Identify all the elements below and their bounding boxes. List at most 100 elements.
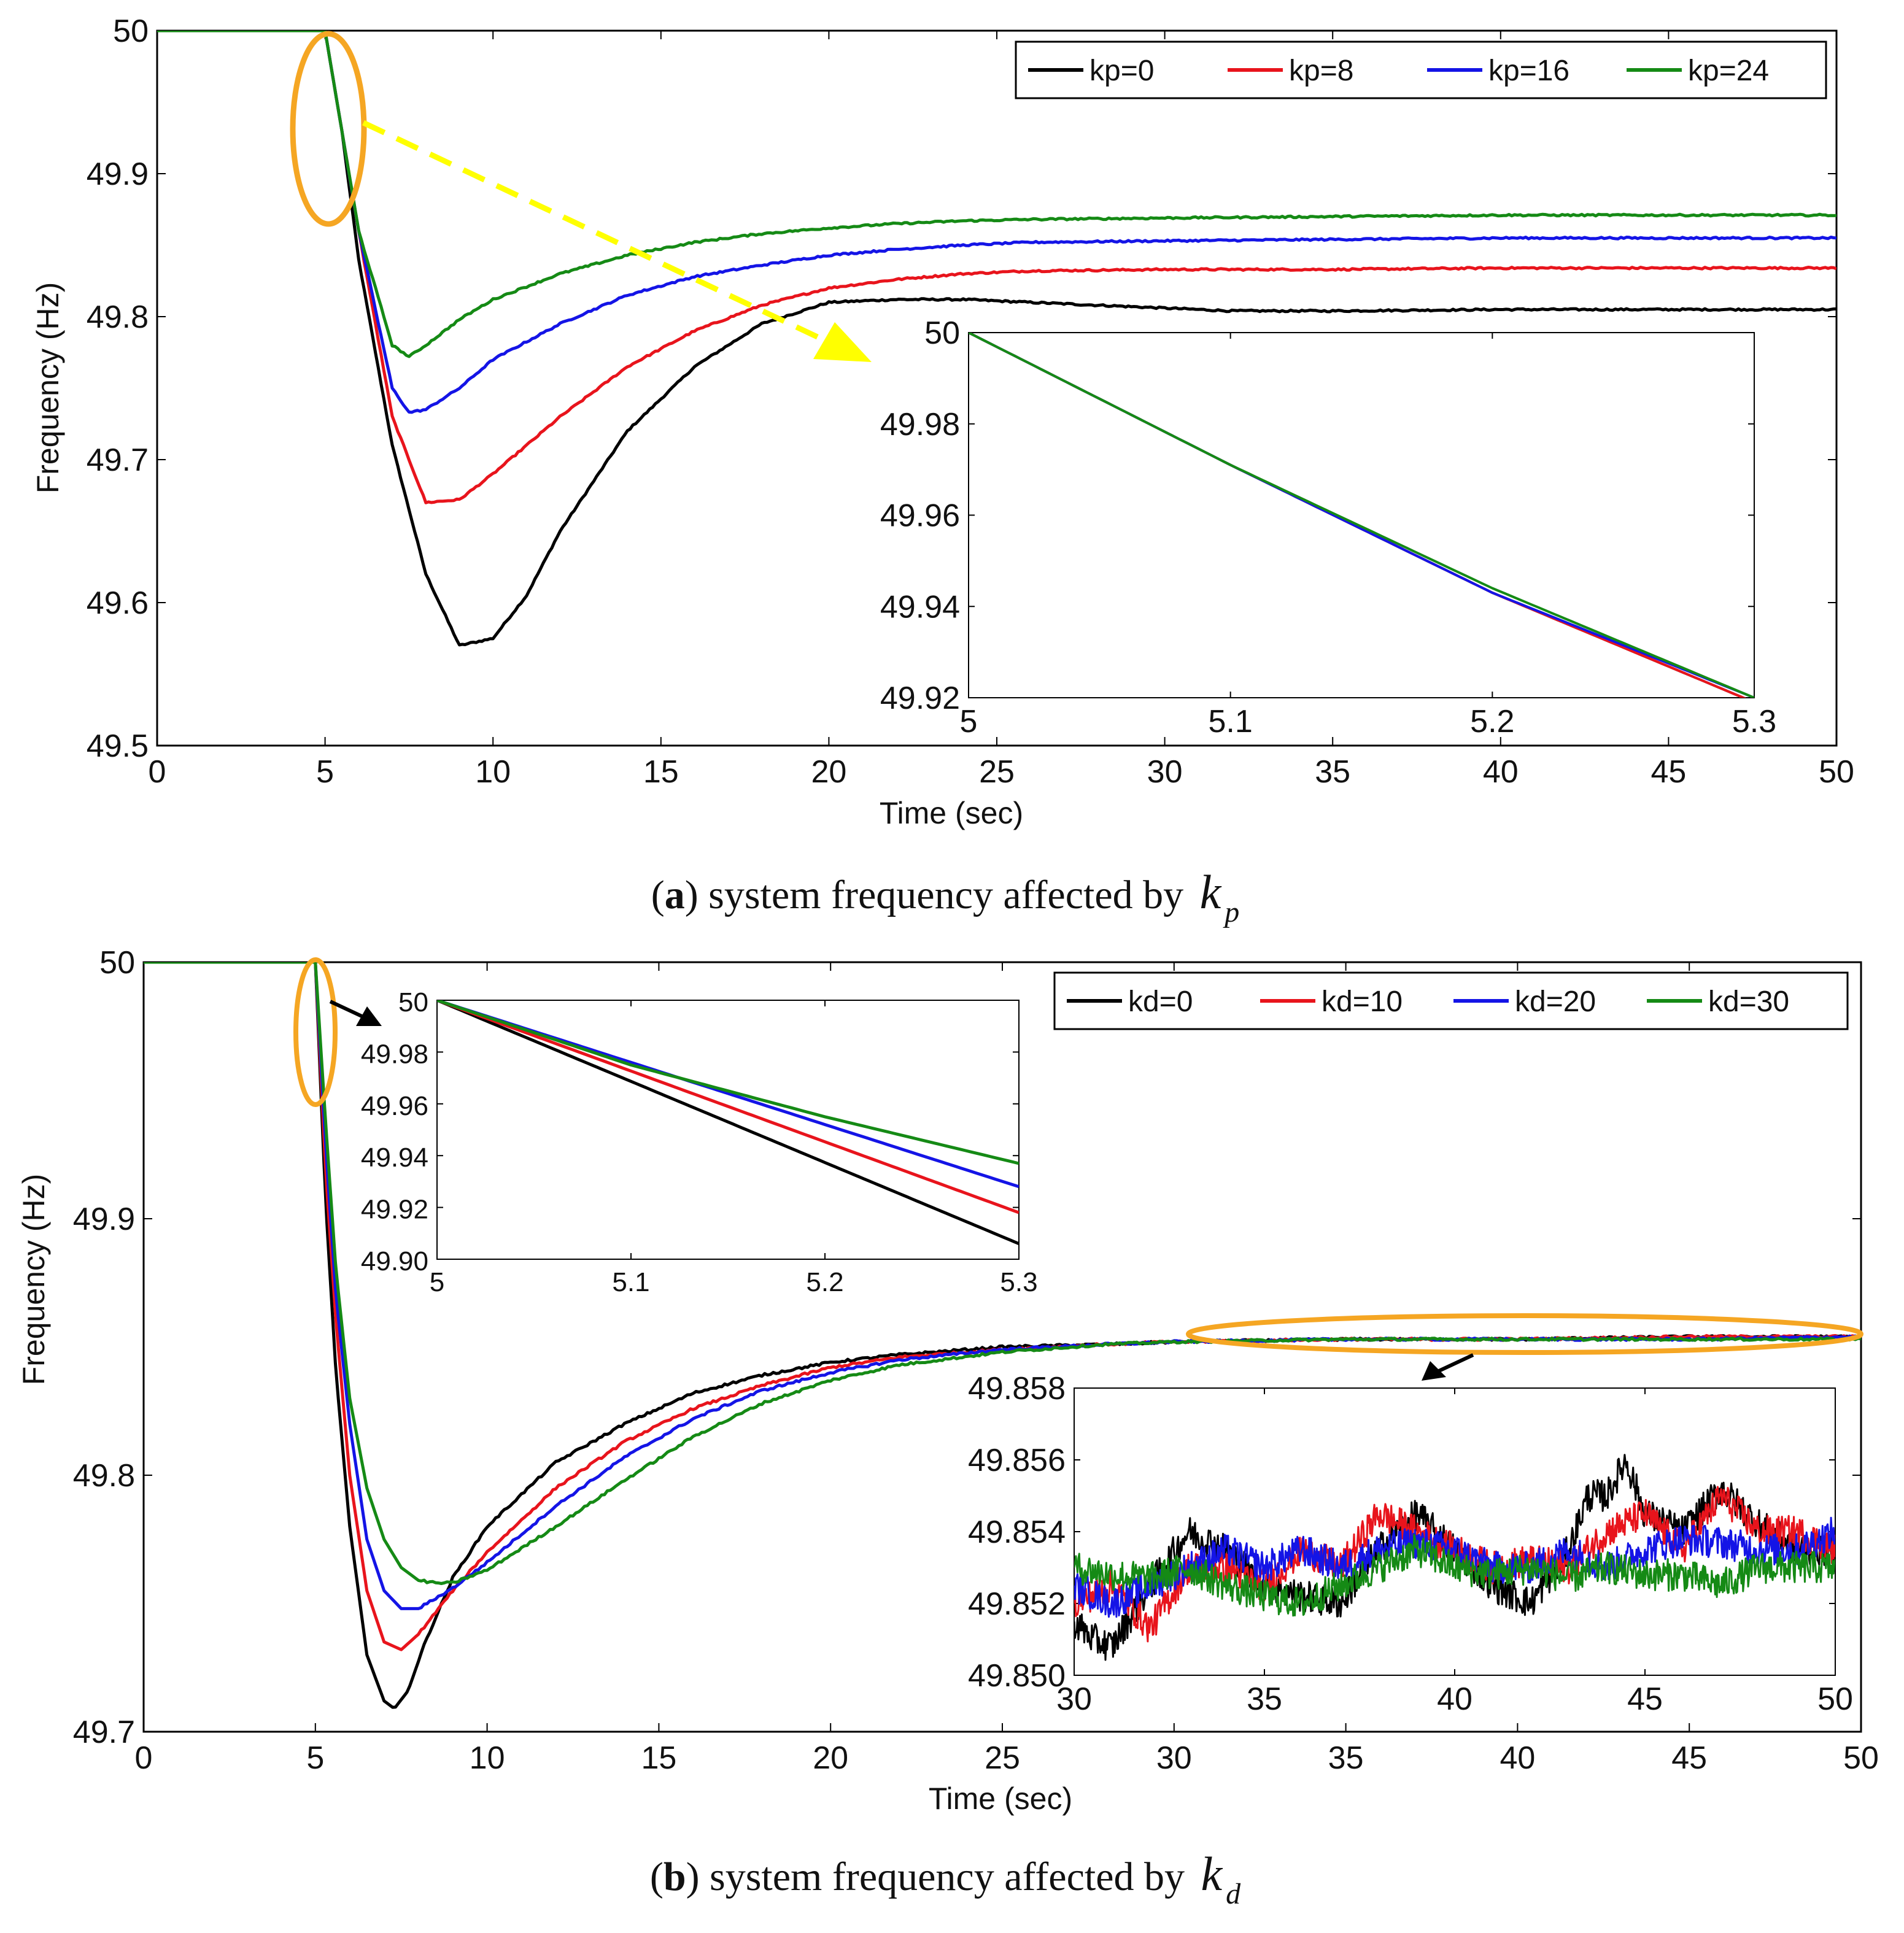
b-y-tick-label: 49.7	[73, 1715, 135, 1750]
b-inset1-series-kd=30	[437, 1000, 1019, 1165]
b-caption-letter: b	[664, 1854, 686, 1899]
b-caption-text: ) system frequency affected by	[686, 1854, 1195, 1899]
a-legend-label-kp=24: kp=24	[1688, 55, 1769, 87]
b-inset2-series-kd=30	[1074, 1534, 1835, 1617]
b-inset1-y-tick-label: 49.98	[361, 1039, 428, 1069]
a-inset-y-tick-label: 50	[924, 315, 960, 351]
b-inset2-y-tick-label: 49.850	[968, 1658, 1066, 1694]
b-inset2-x-tick-label: 40	[1437, 1681, 1473, 1717]
b-zoom-ellipse-start	[293, 957, 338, 1107]
b-x-tick-label: 15	[641, 1740, 676, 1776]
b-inset2-y-tick-label: 49.856	[968, 1443, 1066, 1478]
a-series-kp=24	[157, 31, 1836, 358]
a-y-tick-label: 49.5	[87, 728, 149, 764]
a-x-tick-label: 5	[316, 754, 334, 790]
a-series-group	[157, 31, 1836, 647]
b-legend-label-kd=20: kd=20	[1515, 986, 1596, 1018]
b-arrow-line-2	[1435, 1353, 1474, 1374]
a-inset-y-tick-label: 49.92	[880, 681, 960, 716]
b-inset2-x-tick-label: 45	[1627, 1681, 1663, 1717]
b-arrow-head-2	[1422, 1361, 1446, 1381]
a-x-tick-label: 0	[149, 754, 166, 790]
b-legend-label-kd=10: kd=10	[1322, 986, 1403, 1018]
b-caption-symbol: k	[1201, 1847, 1223, 1900]
a-legend-label-kp=16: kp=16	[1488, 55, 1569, 87]
a-yellow-arrow-line	[362, 120, 833, 347]
b-caption-paren-open: (	[650, 1854, 664, 1899]
a-series-kp=8	[157, 31, 1836, 504]
b-x-tick-label: 20	[813, 1740, 848, 1776]
b-y-axis-label: Frequency (Hz)	[17, 1174, 51, 1386]
b-x-tick-label: 30	[1156, 1740, 1192, 1776]
b-series-group	[144, 962, 1861, 1709]
a-x-tick-label: 20	[811, 754, 846, 790]
a-inset-x-tick-label: 5.2	[1470, 704, 1514, 739]
a-caption-text: ) system frequency affected by	[685, 873, 1194, 917]
a-x-tick-label: 25	[979, 754, 1015, 790]
a-x-tick-label: 50	[1819, 754, 1854, 790]
b-legend-label-kd=30: kd=30	[1708, 986, 1789, 1018]
b-inset2-y-tick-label: 49.858	[968, 1371, 1066, 1406]
b-x-tick-label: 45	[1671, 1740, 1707, 1776]
a-legend-label-kp=8: kp=8	[1289, 55, 1353, 87]
b-caption-subscript: d	[1226, 1878, 1241, 1910]
a-x-tick-label: 15	[643, 754, 679, 790]
a-inset-y-tick-label: 49.96	[880, 498, 960, 534]
chart-b: 0 5 10 15 20 25 30 35 40 45 50 49.7 49.8 49.9 50 Time (…	[17, 945, 1879, 1816]
b-inset1-series-kd=10	[437, 1000, 1019, 1214]
b-inset1-x-tick-label: 5.3	[1000, 1267, 1037, 1297]
a-x-tick-label: 45	[1651, 754, 1686, 790]
b-x-tick-label: 35	[1328, 1740, 1364, 1776]
b-inset2-x-tick-label: 50	[1817, 1681, 1853, 1717]
a-caption-symbol: k	[1200, 865, 1222, 919]
b-x-tick-label: 5	[306, 1740, 324, 1776]
b-x-tick-label: 25	[985, 1740, 1020, 1776]
b-inset2-x-tick-label: 35	[1247, 1681, 1282, 1717]
a-y-tick-label: 49.7	[87, 442, 149, 478]
b-x-axis-label: Time (sec)	[929, 1781, 1072, 1816]
a-inset-series-group	[969, 333, 1754, 698]
b-arrow-head-1	[356, 1006, 382, 1026]
b-inset1-plot-frame	[436, 1000, 1020, 1260]
b-inset1-y-tick-label: 49.96	[361, 1091, 428, 1121]
a-y-tick-label: 49.8	[87, 299, 149, 335]
a-zoom-ellipse	[290, 31, 367, 227]
a-x-tick-label: 10	[475, 754, 511, 790]
a-caption-subscript: p	[1223, 896, 1239, 928]
a-y-axis-label: Frequency (Hz)	[31, 282, 65, 494]
b-inset2-y-tick-label: 49.852	[968, 1586, 1066, 1622]
a-legend-label-kp=0: kp=0	[1089, 55, 1154, 87]
a-inset-x-tick-label: 5.1	[1209, 704, 1253, 739]
a-y-tick-label: 50	[113, 14, 149, 49]
b-inset1-x-tick-label: 5.1	[612, 1267, 649, 1297]
a-x-axis-label: Time (sec)	[880, 796, 1023, 830]
b-x-tick-label: 50	[1843, 1740, 1879, 1776]
a-inset-x-tick-label: 5.3	[1732, 704, 1776, 739]
b-x-tick-label: 0	[135, 1740, 153, 1776]
b-inset1-x-tick-label: 5.2	[806, 1267, 843, 1297]
a-inset-x-tick-label: 5	[960, 704, 978, 739]
a-x-tick-label: 40	[1483, 754, 1519, 790]
b-zoom-ellipse-steady	[1186, 1313, 1863, 1355]
b-inset1-x-tick-label: 5	[430, 1267, 444, 1297]
b-y-tick-label: 50	[99, 945, 135, 981]
a-caption-letter: a	[665, 873, 685, 917]
a-series-kp=0	[157, 31, 1836, 647]
a-inset-plot-frame	[968, 332, 1755, 698]
a-y-tick-label: 49.9	[87, 156, 149, 192]
chart-a: 0 5 10 15 20 25 30 35 40 45 50 49.5 49.6 49.7 49.8 49.9…	[31, 14, 1854, 830]
a-yellow-arrow-head	[813, 322, 872, 362]
a-inset-y-tick-label: 49.94	[880, 589, 960, 625]
captions: (a) system frequency affected by k p(b) s…	[650, 865, 1241, 1910]
b-inset1-y-tick-label: 49.94	[361, 1143, 428, 1173]
b-inset1-y-tick-label: 50	[398, 987, 428, 1017]
b-inset1-series-group	[437, 1000, 1019, 1246]
b-series-kd=30	[144, 962, 1861, 1585]
b-x-tick-label: 40	[1500, 1740, 1535, 1776]
b-legend-box	[1053, 971, 1849, 1030]
b-inset1-y-tick-label: 49.90	[361, 1246, 428, 1276]
b-inset2-x-tick-label: 30	[1056, 1681, 1092, 1717]
